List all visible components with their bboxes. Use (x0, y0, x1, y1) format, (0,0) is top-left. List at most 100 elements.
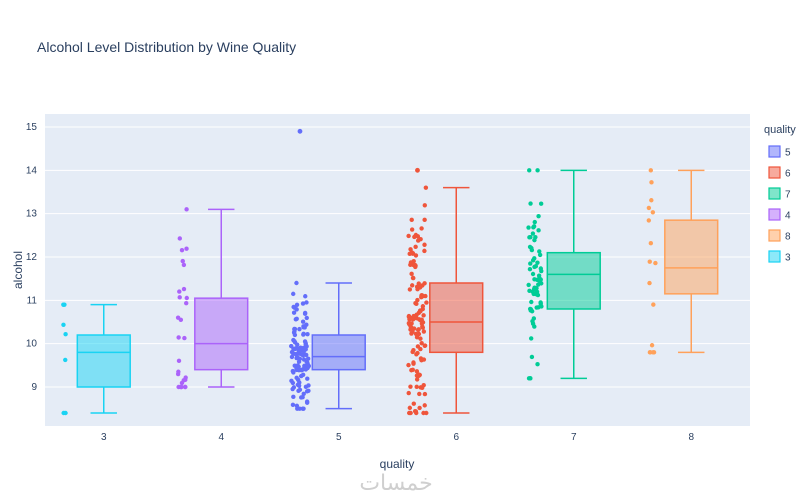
data-point (291, 337, 296, 343)
legend-item[interactable]: 7 (768, 187, 791, 201)
data-point (300, 319, 306, 324)
legend-item[interactable]: 5 (768, 145, 791, 159)
data-point (292, 326, 297, 332)
data-point (304, 315, 309, 321)
data-point (294, 375, 299, 381)
data-point (293, 317, 299, 322)
data-point (647, 280, 652, 286)
y-tick-labels: 9 10 11 12 13 14 15 (26, 122, 38, 393)
data-point (533, 291, 539, 297)
data-point (648, 241, 654, 246)
data-point (532, 277, 537, 282)
data-point (61, 322, 66, 327)
data-point (406, 362, 411, 368)
data-point (537, 249, 542, 254)
data-point (646, 205, 652, 211)
data-point (290, 368, 296, 374)
data-point (410, 349, 415, 355)
data-point (290, 386, 295, 392)
data-point (649, 198, 654, 203)
plot-area (45, 114, 750, 426)
box-quality-6 (429, 186, 484, 414)
data-point (294, 367, 299, 373)
legend-swatch (768, 229, 781, 242)
data-point (304, 363, 310, 368)
data-point (536, 228, 541, 233)
y-tick-label: 11 (27, 295, 38, 306)
data-point (302, 325, 307, 330)
legend-swatch (768, 208, 781, 221)
legend-item[interactable]: 4 (768, 208, 791, 222)
data-point (422, 343, 428, 349)
data-point (304, 300, 309, 305)
data-point (536, 273, 542, 278)
data-point (530, 319, 535, 324)
data-point (179, 247, 185, 253)
data-point (291, 351, 296, 356)
data-point (182, 384, 188, 390)
data-point (538, 277, 543, 282)
data-point (423, 185, 429, 190)
box-quality-7 (546, 169, 601, 380)
box-quality-8 (664, 169, 719, 354)
data-point (421, 313, 426, 318)
data-point (414, 369, 420, 374)
data-point (651, 302, 656, 307)
data-point (538, 201, 544, 206)
data-point (177, 289, 182, 294)
legend-swatch (768, 187, 781, 200)
data-point (289, 354, 295, 360)
iqr-box (546, 251, 601, 310)
data-point (414, 384, 419, 390)
data-point (408, 410, 413, 416)
data-point (421, 329, 427, 334)
data-point (527, 244, 533, 250)
data-point (409, 227, 415, 232)
data-point (528, 261, 533, 266)
legend-label: 8 (785, 232, 791, 243)
data-point (529, 299, 534, 305)
data-point (298, 373, 304, 379)
data-point (294, 280, 299, 286)
data-point (407, 287, 413, 292)
data-point (304, 400, 310, 405)
data-point (416, 373, 421, 379)
data-point (301, 391, 306, 397)
data-point (412, 262, 418, 268)
data-point (183, 377, 188, 383)
data-point (424, 300, 429, 305)
data-point (295, 406, 300, 411)
data-point (291, 394, 296, 400)
data-point (419, 226, 424, 231)
data-point (298, 345, 303, 350)
data-point (295, 382, 301, 387)
data-point (304, 389, 310, 394)
data-point (303, 294, 308, 299)
data-point (302, 310, 308, 316)
data-point (408, 384, 413, 389)
data-point (420, 320, 426, 325)
data-point (176, 369, 181, 374)
data-point (534, 285, 539, 291)
legend-label: 3 (785, 253, 791, 264)
legend-item[interactable]: 3 (768, 250, 791, 264)
data-point (179, 384, 184, 390)
data-point (297, 348, 302, 354)
data-point (409, 283, 415, 288)
data-point (410, 275, 416, 281)
data-point (422, 242, 427, 247)
data-point (409, 250, 415, 255)
data-point (532, 219, 537, 225)
iqr-box (664, 219, 719, 295)
data-point (527, 306, 533, 312)
data-point (421, 383, 426, 388)
legend-item[interactable]: 8 (768, 229, 791, 243)
data-point (422, 217, 427, 223)
legend-item[interactable]: 6 (768, 166, 791, 180)
data-point (527, 168, 532, 173)
data-point (176, 335, 181, 340)
data-point (294, 346, 300, 351)
legend-swatch (768, 145, 781, 158)
data-point (291, 304, 296, 310)
iqr-box (311, 334, 366, 371)
